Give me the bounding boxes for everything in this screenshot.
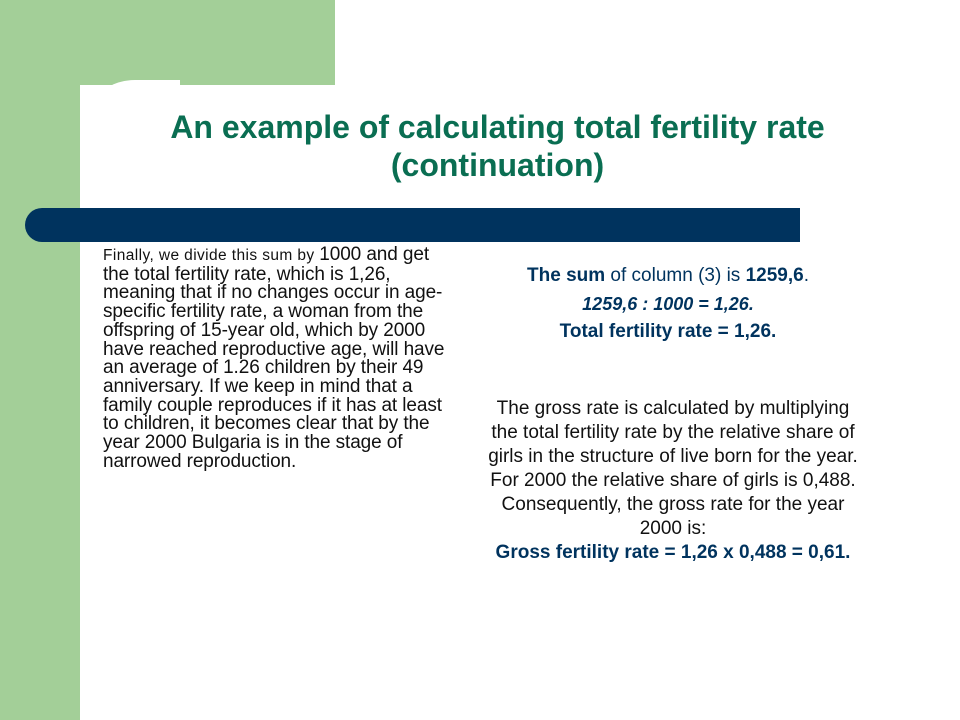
- sum-end: .: [803, 265, 809, 286]
- rounded-corner: [80, 80, 180, 180]
- tfr-text: Total fertility rate = 1,26.: [559, 321, 777, 342]
- left-text-body: 1000 and get the total fertility rate, w…: [103, 244, 445, 472]
- sum-value: 1259,6: [745, 265, 804, 286]
- gross-rate-block: The gross rate is calculated by multiply…: [488, 397, 858, 565]
- tfr-line: Total fertility rate = 1,26.: [478, 318, 858, 346]
- sum-line: The sum of column (3) is 1259,6.: [478, 262, 858, 290]
- left-green-frame: [0, 0, 80, 720]
- gross-rate-paragraph: The gross rate is calculated by multiply…: [488, 398, 858, 539]
- gross-rate-result: Gross fertility rate = 1,26 x 0,488 = 0,…: [495, 542, 851, 563]
- calculation-block: The sum of column (3) is 1259,6. 1259,6 …: [478, 262, 858, 346]
- title-line-2: (continuation): [390, 147, 605, 183]
- top-green-frame: [0, 0, 335, 85]
- division-line: 1259,6 : 1000 = 1,26.: [582, 294, 754, 314]
- left-text-lead: Finally, we divide this sum by: [103, 247, 320, 264]
- sum-label: The sum: [527, 265, 606, 286]
- sum-mid: of column (3) is: [605, 265, 746, 286]
- slide-title: An example of calculating total fertilit…: [95, 108, 900, 184]
- title-line-1: An example of calculating total fertilit…: [170, 109, 825, 145]
- left-text-block: Finally, we divide this sum by 1000 and …: [103, 244, 458, 472]
- divider-bar: [25, 208, 800, 242]
